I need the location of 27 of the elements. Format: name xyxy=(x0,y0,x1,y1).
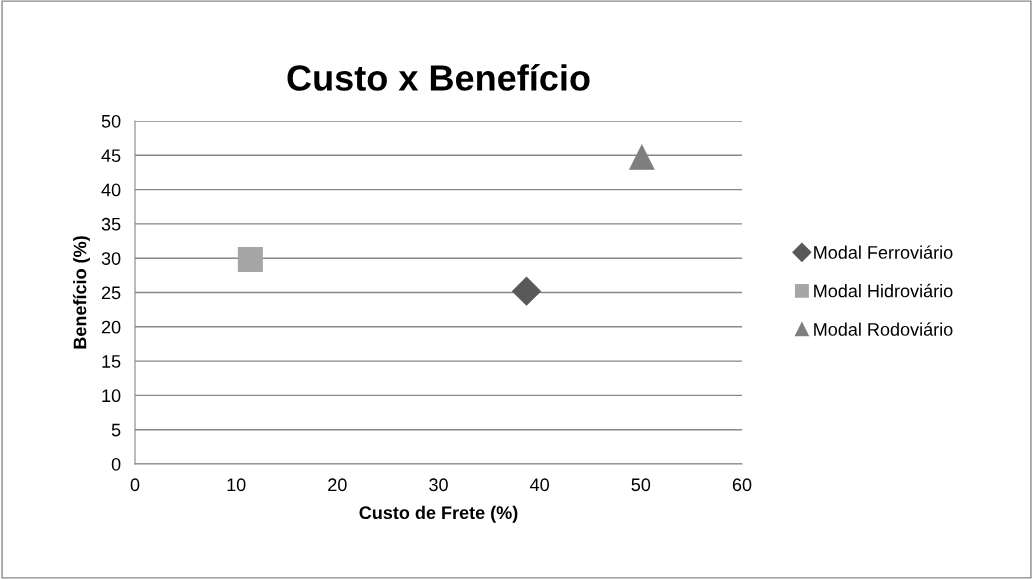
point xyxy=(512,276,541,306)
y-tick-label: 15 xyxy=(102,355,121,368)
legend-label: Modal Hidroviário xyxy=(814,283,953,298)
x-tick-label: 60 xyxy=(732,478,752,492)
x-tick-label: 40 xyxy=(530,478,549,492)
point xyxy=(629,144,655,170)
x-tick-label: 10 xyxy=(227,478,246,492)
y-tick-label: 5 xyxy=(111,423,121,437)
y-tick-label: 10 xyxy=(102,389,121,403)
y-tick-label: 20 xyxy=(101,320,121,334)
point xyxy=(237,247,263,273)
y-tick-label: 30 xyxy=(101,252,121,265)
chart-title: Custo x Benefício xyxy=(287,63,590,91)
legend-label: Modal Ferroviário xyxy=(814,245,953,259)
y-axis-title: Benefício (%) xyxy=(72,236,90,349)
x-tick-label: 20 xyxy=(328,478,347,492)
y-tick-label: 35 xyxy=(101,217,121,231)
legend-label: Modal Rodoviário xyxy=(814,322,953,336)
y-tick-label: 0 xyxy=(111,457,121,471)
x-axis-title: Custo de Frete (%) xyxy=(359,505,518,523)
x-tick-label: 0 xyxy=(130,478,140,492)
y-tick-label: 45 xyxy=(101,149,121,163)
x-tick-label: 30 xyxy=(429,478,448,492)
y-tick-label: 50 xyxy=(101,114,121,128)
y-tick-label: 25 xyxy=(101,286,121,300)
x-tick-label: 50 xyxy=(631,478,651,492)
y-tick-label: 40 xyxy=(101,183,121,197)
